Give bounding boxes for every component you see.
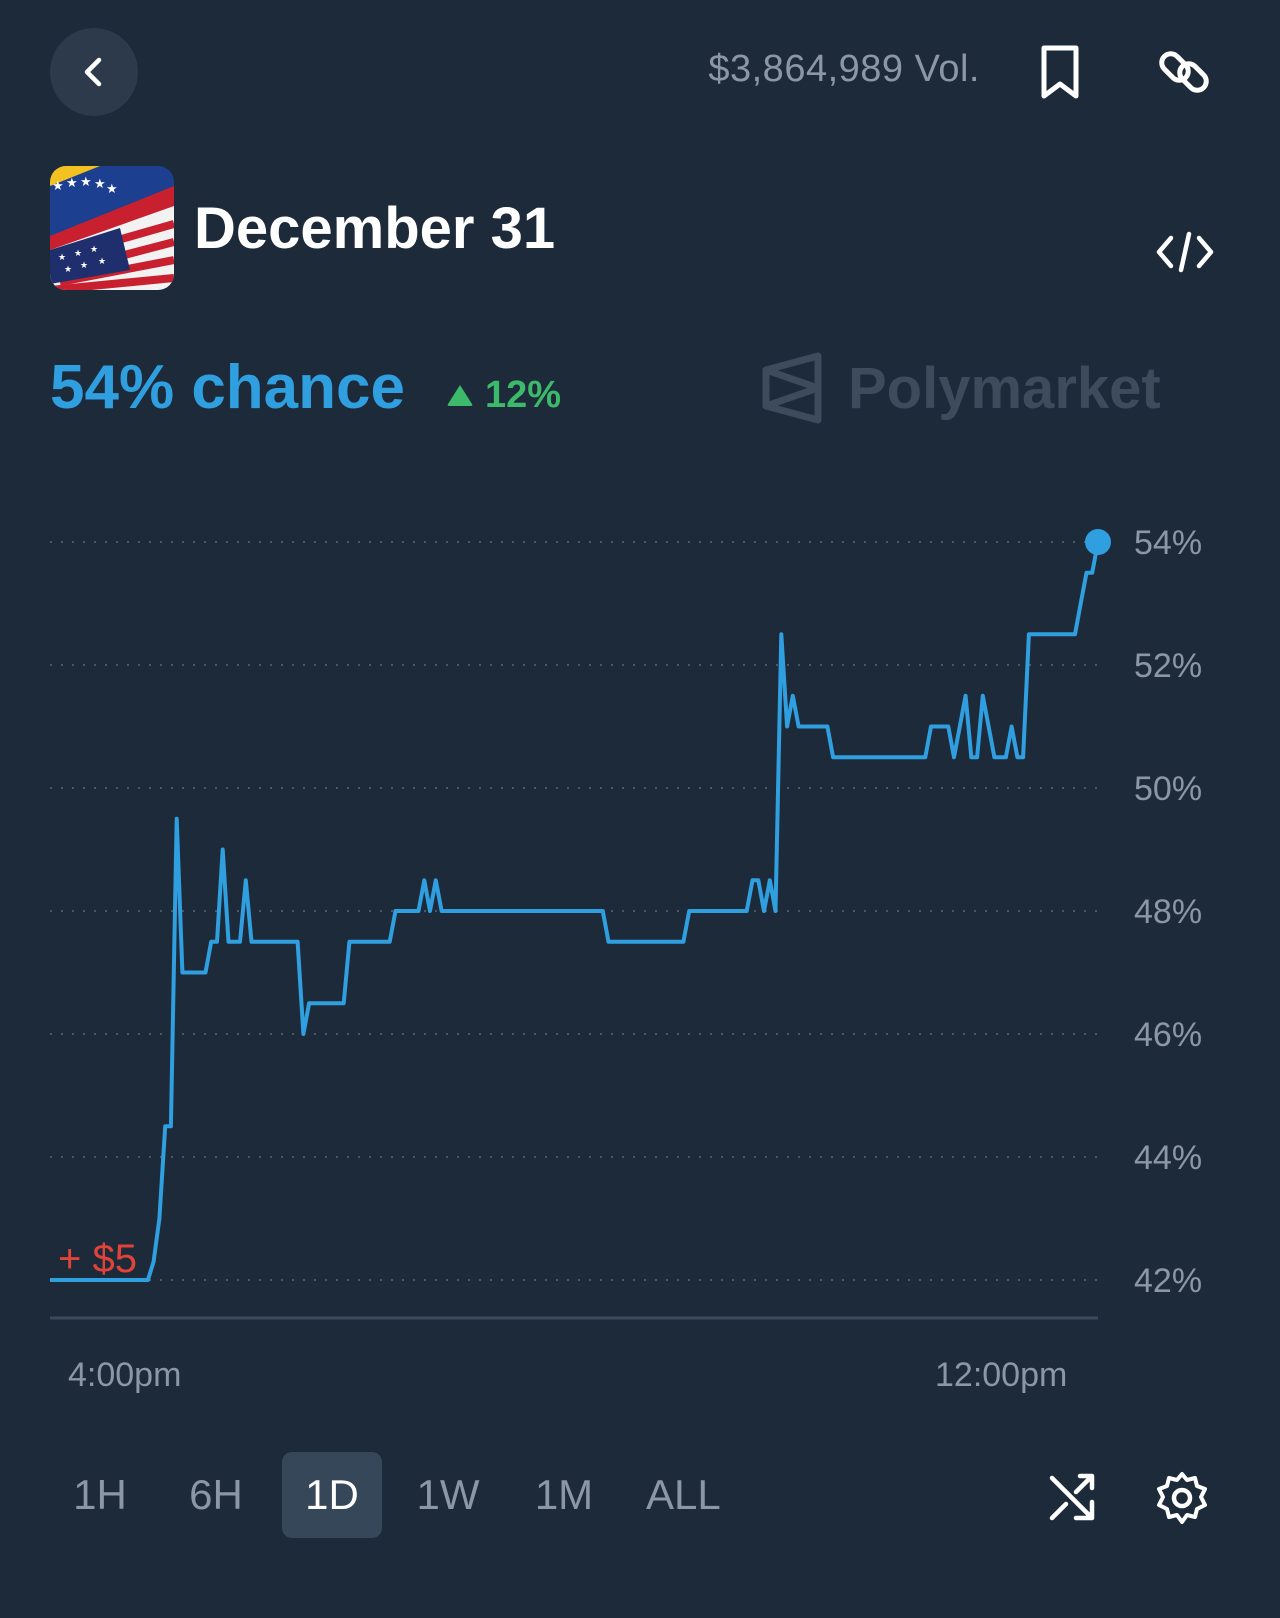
bookmark-icon	[1041, 45, 1079, 99]
brand-name: Polymarket	[848, 355, 1161, 421]
polymarket-logo-icon	[762, 352, 822, 424]
svg-text:★: ★	[106, 182, 118, 197]
x-label-start: 4:00pm	[68, 1356, 182, 1394]
change-badge: 12%	[445, 374, 561, 417]
svg-text:★: ★	[90, 245, 98, 255]
market-title: December 31	[194, 195, 556, 261]
settings-icon	[1157, 1472, 1207, 1524]
chance-value: 54% chance	[50, 353, 405, 422]
y-tick-label: 54%	[1134, 524, 1202, 562]
timeframe-1m[interactable]: 1M	[534, 1471, 594, 1518]
code-icon	[1156, 231, 1214, 273]
current-price-dot	[1085, 529, 1111, 555]
svg-text:★: ★	[74, 249, 82, 259]
market-title-row: ★ ★ ★ ★ ★ ★ ★ ★ ★ ★ ★ December 31	[50, 166, 555, 290]
timeframe-selector: 1H 6H 1D 1W 1M ALL	[50, 1452, 753, 1538]
svg-text:★: ★	[80, 261, 88, 271]
change-value: 12%	[485, 373, 562, 416]
triangle-up-icon	[447, 385, 473, 406]
y-tick-label: 42%	[1134, 1262, 1202, 1300]
chevron-left-icon	[84, 57, 102, 87]
settings-button[interactable]	[1148, 1464, 1216, 1532]
y-tick-label: 52%	[1134, 647, 1202, 685]
y-tick-label: 46%	[1134, 1016, 1202, 1054]
link-icon	[1159, 51, 1209, 93]
svg-text:★: ★	[66, 176, 78, 191]
y-tick-label: 44%	[1134, 1139, 1202, 1177]
timeframe-1h[interactable]: 1H	[73, 1471, 127, 1518]
timeframe-1d[interactable]: 1D	[282, 1452, 382, 1538]
market-thumbnail: ★ ★ ★ ★ ★ ★ ★ ★ ★ ★ ★	[50, 166, 174, 290]
price-line	[50, 541, 1100, 1282]
timeframe-all[interactable]: ALL	[646, 1471, 721, 1518]
trade-marker: + $5	[58, 1237, 137, 1281]
svg-text:★: ★	[64, 265, 72, 275]
shuffle-button[interactable]	[1040, 1466, 1104, 1530]
timeframe-6h[interactable]: 6H	[189, 1471, 243, 1518]
timeframe-1w[interactable]: 1W	[416, 1471, 480, 1518]
back-button[interactable]	[50, 28, 138, 116]
embed-button[interactable]	[1150, 222, 1220, 282]
svg-text:★: ★	[58, 253, 66, 263]
svg-text:★: ★	[80, 175, 92, 190]
shuffle-icon	[1049, 1473, 1095, 1521]
svg-text:★: ★	[98, 257, 106, 267]
svg-text:★: ★	[94, 177, 106, 192]
svg-text:★: ★	[52, 179, 64, 194]
copy-link-button[interactable]	[1152, 40, 1216, 104]
polymarket-watermark: Polymarket	[760, 352, 1161, 424]
volume-text: $3,864,989 Vol.	[708, 48, 980, 90]
y-tick-label: 50%	[1134, 770, 1202, 808]
price-chart[interactable]: 54% 52% 50% 48% 46% 44% 42% + $5	[0, 480, 1280, 1360]
y-tick-label: 48%	[1134, 893, 1202, 931]
chance-row: 54% chance 12%	[50, 352, 561, 423]
x-label-end: 12:00pm	[935, 1356, 1068, 1394]
bookmark-button[interactable]	[1030, 40, 1090, 104]
